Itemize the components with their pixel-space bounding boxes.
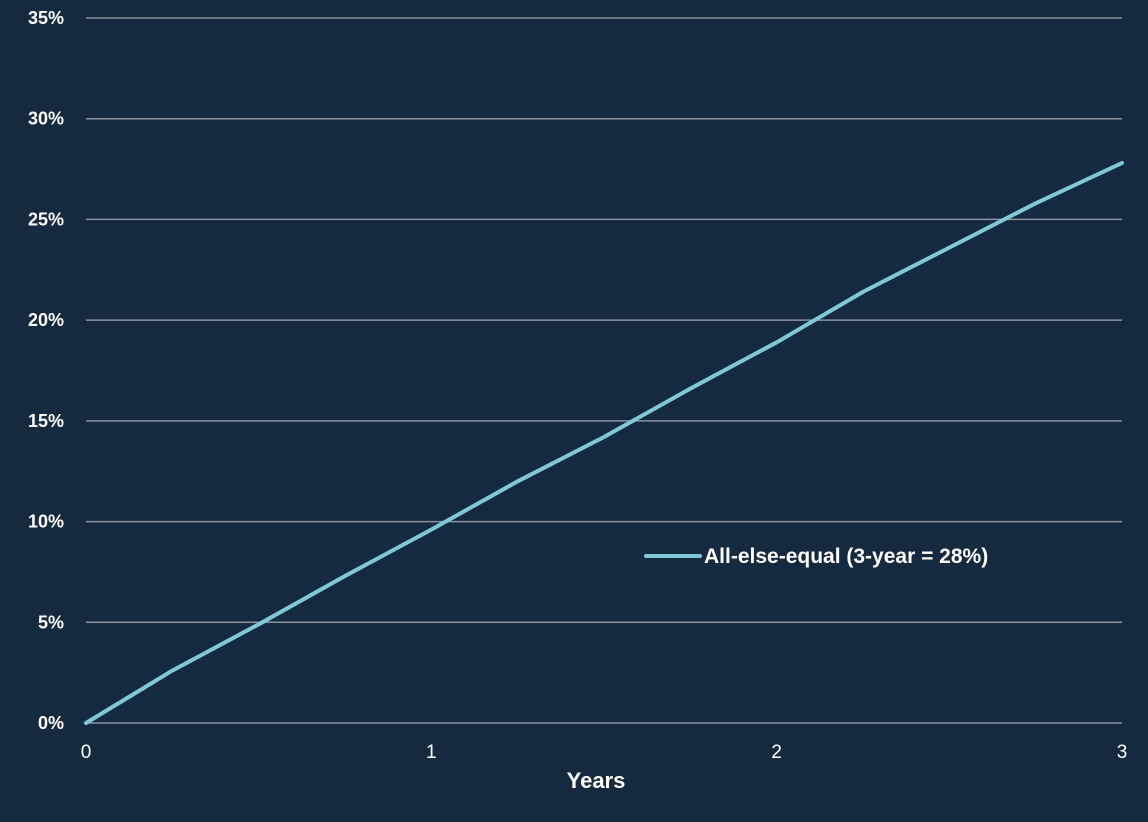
y-tick-label: 35% bbox=[28, 8, 64, 28]
x-tick-label: 3 bbox=[1117, 742, 1128, 763]
y-tick-label: 30% bbox=[28, 109, 64, 129]
series-lines bbox=[84, 161, 1124, 725]
x-axis-title: Years bbox=[567, 768, 626, 793]
x-tick-label: 2 bbox=[771, 742, 782, 763]
series-line-0 bbox=[84, 161, 1124, 725]
x-tick-label: 0 bbox=[81, 742, 92, 763]
gridlines bbox=[86, 17, 1122, 724]
y-tick-label: 0% bbox=[38, 713, 64, 733]
y-tick-label: 15% bbox=[28, 411, 64, 431]
y-tick-label: 10% bbox=[28, 512, 64, 532]
y-axis-tick-labels: 0% 5% 10% 15% 20% 25% 30% 35% bbox=[28, 8, 64, 733]
y-tick-label: 20% bbox=[28, 310, 64, 330]
y-tick-label: 25% bbox=[28, 209, 64, 229]
x-tick-label: 1 bbox=[426, 742, 437, 763]
x-axis-tick-labels: 0 1 2 3 bbox=[81, 742, 1128, 763]
legend-label: All-else-equal (3-year = 28%) bbox=[704, 545, 988, 568]
legend: All-else-equal (3-year = 28%) bbox=[644, 545, 988, 568]
y-tick-label: 5% bbox=[38, 612, 64, 632]
